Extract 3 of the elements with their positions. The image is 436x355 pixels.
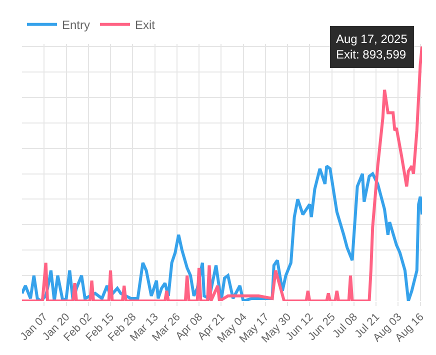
- legend-label: Exit: [135, 18, 156, 32]
- annotation: Aug 17, 2025 Exit: 893,599: [336, 32, 408, 62]
- legend-label: Entry: [62, 18, 90, 32]
